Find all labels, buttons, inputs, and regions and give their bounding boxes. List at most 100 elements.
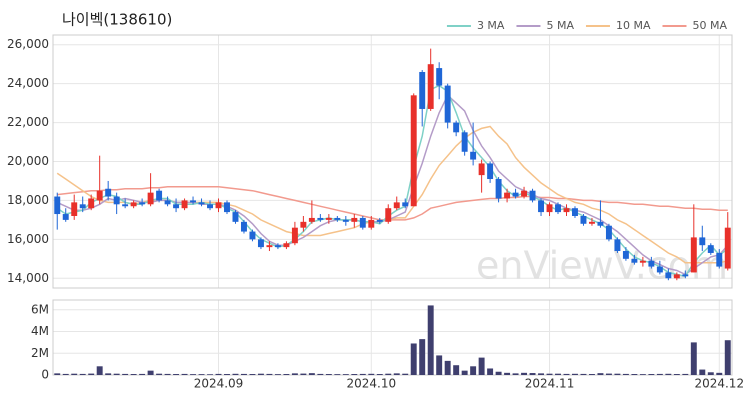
volume-bar (597, 373, 604, 375)
volume-bar (266, 373, 273, 375)
plot-frame (52, 299, 733, 376)
candle-body (555, 204, 561, 213)
candle-body (512, 192, 519, 197)
candle-body (597, 221, 604, 226)
y-tick-label: 6M (31, 302, 49, 316)
y-tick-label: 24,000 (7, 76, 49, 90)
candle-body (368, 219, 375, 228)
y-tick-label: 2M (31, 346, 49, 360)
volume-bar (317, 373, 324, 375)
candle-body (614, 239, 621, 252)
volume-bar (300, 373, 307, 375)
candle-body (605, 225, 612, 240)
candle-body (580, 215, 587, 224)
volume-bar (147, 370, 154, 375)
volume-bar (588, 374, 595, 375)
volume-bar (359, 373, 366, 375)
candle-body (351, 217, 358, 222)
x-tick-label: 2024.09 (194, 377, 244, 391)
volume-bar (631, 374, 638, 375)
candle-body (402, 202, 409, 207)
volume-bar (512, 373, 519, 375)
candle-body (631, 258, 638, 263)
volume-bar (105, 373, 112, 375)
candle-body (198, 202, 205, 205)
volume-bar (538, 373, 545, 375)
legend-label: 3 MA (477, 19, 505, 32)
volume-bar (325, 374, 332, 375)
candle-body (54, 196, 61, 215)
candle-body (105, 188, 112, 197)
legend-label: 5 MA (546, 19, 574, 32)
volume-bar (707, 372, 714, 375)
candle-body (529, 190, 536, 201)
candle-body (325, 217, 332, 220)
volume-bar (308, 373, 315, 375)
volume-bar (62, 373, 69, 375)
candle-body (240, 221, 247, 232)
volume-bar (605, 373, 612, 375)
candle-body (257, 239, 264, 248)
volume-bar (555, 373, 561, 375)
candle-body (359, 217, 366, 228)
volume-bar (622, 373, 629, 375)
volume-bar (291, 373, 298, 375)
volume-bar (257, 373, 264, 375)
candle-body (724, 227, 731, 269)
volume-bar (240, 373, 247, 375)
volume-bar (164, 373, 171, 375)
candle-body (283, 243, 290, 248)
volume-bar (478, 357, 485, 375)
candle-body (470, 151, 477, 160)
volume-bar (665, 373, 672, 375)
volume-bar (682, 373, 689, 375)
candle-body (656, 266, 663, 273)
candle-body (393, 202, 400, 209)
volume-bar (368, 373, 375, 375)
volume-bar (461, 370, 468, 375)
y-tick-label: 4M (31, 324, 49, 338)
y-tick-label: 20,000 (7, 154, 49, 168)
candle-body (648, 260, 655, 267)
watermark: enViewV.com (476, 244, 728, 288)
candle-body (308, 217, 315, 222)
volume-bar (673, 374, 680, 375)
volume-bar (716, 372, 723, 375)
volume-bar (207, 374, 213, 375)
candle-body (232, 212, 239, 222)
volume-bar (385, 373, 392, 375)
candle-body (122, 204, 129, 207)
y-tick-label: 18,000 (7, 193, 49, 207)
candle-body (291, 227, 298, 244)
volume-bar (487, 368, 494, 375)
candle-body (699, 237, 706, 246)
volume-bar (436, 355, 443, 375)
volume-bar (54, 373, 61, 375)
volume-bar (410, 343, 417, 375)
candle-body (419, 71, 426, 109)
candle-body (88, 198, 95, 209)
candle-body (538, 200, 545, 213)
volume-bar (283, 374, 290, 375)
candle-body (410, 95, 417, 207)
candle-body (147, 192, 154, 205)
volume-bar (546, 373, 553, 375)
x-tick-label: 2024.10 (346, 377, 396, 391)
candle-body (96, 190, 103, 201)
volume-bar (351, 374, 358, 375)
volume-bar (572, 373, 578, 375)
volume-bar (130, 374, 137, 375)
candle-body (215, 202, 222, 209)
y-tick-label: 0 (41, 368, 49, 382)
candle-body (690, 237, 697, 273)
legend-label: 10 MA (616, 19, 651, 32)
candle-body (521, 190, 528, 197)
volume-bar (563, 373, 570, 375)
candle-body (572, 208, 578, 216)
volume-bar (419, 339, 426, 375)
volume-bar (470, 366, 477, 375)
volume-bar (495, 371, 502, 375)
volume-bar (156, 373, 163, 375)
candle-body (224, 202, 230, 213)
x-tick-label: 2024.12 (694, 377, 744, 391)
